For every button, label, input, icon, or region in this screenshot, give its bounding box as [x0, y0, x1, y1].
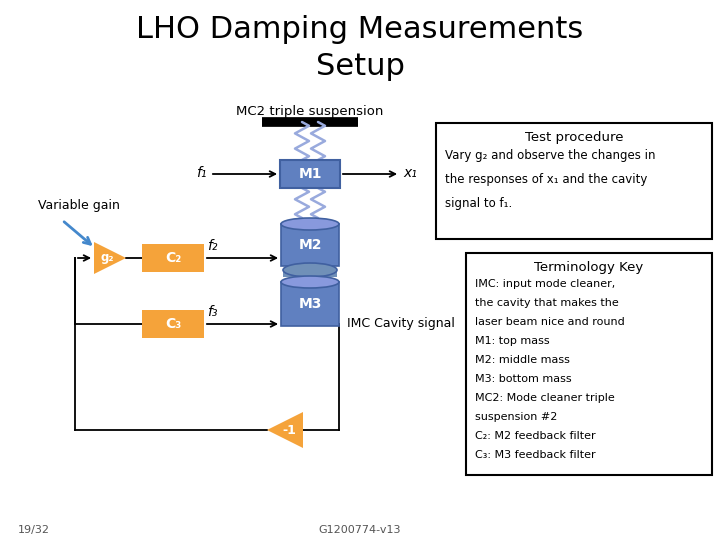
Ellipse shape: [283, 263, 337, 277]
FancyBboxPatch shape: [142, 310, 204, 338]
FancyBboxPatch shape: [142, 244, 204, 272]
Text: f₂: f₂: [207, 239, 217, 253]
Text: M2: middle mass: M2: middle mass: [475, 355, 570, 365]
Text: 19/32: 19/32: [18, 525, 50, 535]
Ellipse shape: [281, 218, 339, 230]
Text: suspension #2: suspension #2: [475, 412, 557, 422]
Polygon shape: [94, 242, 126, 274]
Text: M3: M3: [298, 297, 322, 311]
Text: the cavity that makes the: the cavity that makes the: [475, 298, 618, 308]
Text: x₁: x₁: [403, 166, 417, 180]
Text: signal to f₁.: signal to f₁.: [445, 197, 512, 210]
FancyBboxPatch shape: [466, 253, 712, 475]
Text: M2: M2: [298, 238, 322, 252]
Text: C₂: M2 feedback filter: C₂: M2 feedback filter: [475, 431, 595, 441]
Text: MC2 triple suspension: MC2 triple suspension: [236, 105, 384, 118]
Text: C₃: M3 feedback filter: C₃: M3 feedback filter: [475, 450, 595, 460]
Text: M1: top mass: M1: top mass: [475, 336, 549, 346]
Text: g₂: g₂: [100, 252, 114, 265]
Text: f₁: f₁: [197, 166, 207, 180]
Text: M1: M1: [298, 167, 322, 181]
Text: LHO Damping Measurements: LHO Damping Measurements: [136, 15, 584, 44]
Text: Vary g₂ and observe the changes in: Vary g₂ and observe the changes in: [445, 148, 655, 161]
FancyBboxPatch shape: [281, 224, 339, 266]
Text: the responses of x₁ and the cavity: the responses of x₁ and the cavity: [445, 172, 647, 186]
Text: IMC Cavity signal: IMC Cavity signal: [347, 318, 455, 330]
Text: Variable gain: Variable gain: [38, 199, 120, 212]
Text: f₃: f₃: [207, 305, 217, 319]
Text: C₂: C₂: [165, 251, 181, 265]
FancyBboxPatch shape: [436, 123, 712, 239]
Text: Test procedure: Test procedure: [525, 132, 624, 145]
Text: G1200774-v13: G1200774-v13: [319, 525, 401, 535]
FancyBboxPatch shape: [280, 160, 340, 188]
Text: C₃: C₃: [165, 317, 181, 331]
Text: Setup: Setup: [315, 52, 405, 81]
Text: M3: bottom mass: M3: bottom mass: [475, 374, 572, 384]
Text: Terminology Key: Terminology Key: [534, 261, 644, 274]
Polygon shape: [267, 412, 303, 448]
FancyBboxPatch shape: [281, 282, 339, 326]
Text: IMC: input mode cleaner,: IMC: input mode cleaner,: [475, 279, 616, 289]
Text: laser beam nice and round: laser beam nice and round: [475, 317, 625, 327]
Text: MC2: Mode cleaner triple: MC2: Mode cleaner triple: [475, 393, 615, 403]
Ellipse shape: [281, 276, 339, 288]
Text: -1: -1: [282, 423, 296, 436]
FancyBboxPatch shape: [283, 270, 337, 277]
